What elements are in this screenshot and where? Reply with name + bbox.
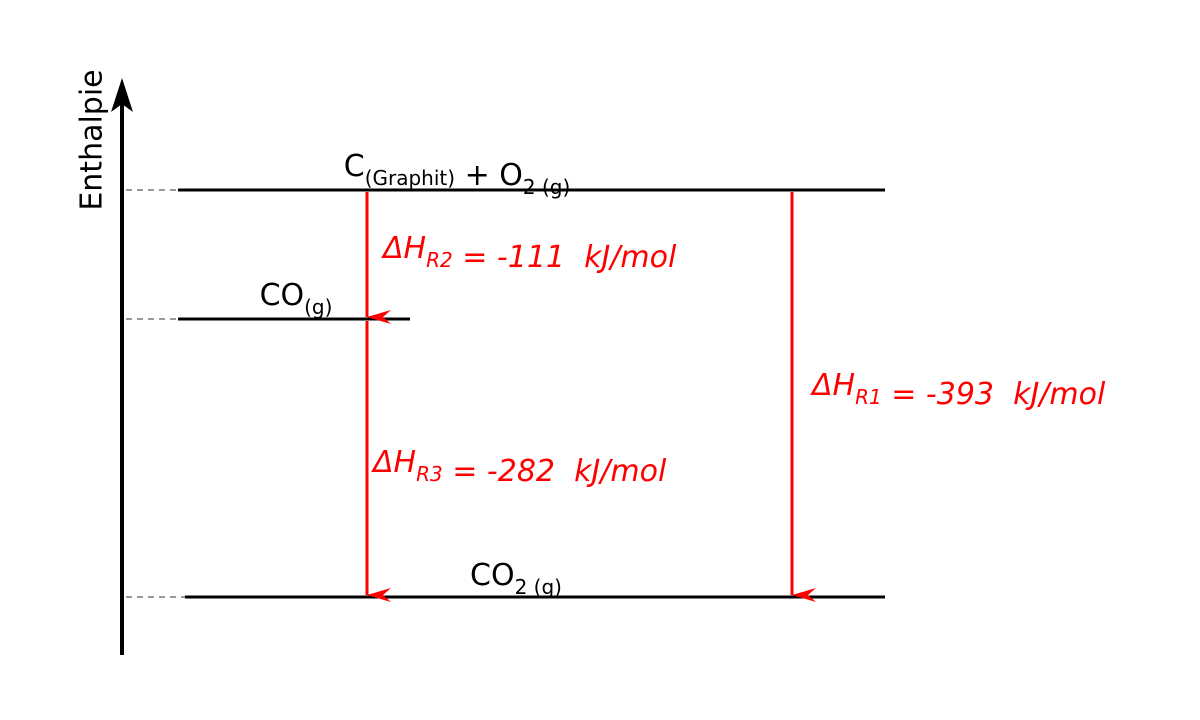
label: ΔHR2 = -111 kJ/mol [381, 231, 677, 275]
label-subscript: (g) [304, 295, 332, 319]
label-subscript: 2 (g) [515, 575, 562, 599]
label-text: + O [455, 158, 523, 193]
label-text: = -111 kJ/mol [453, 240, 677, 275]
label-text: ΔH [810, 368, 855, 403]
label: ΔHR3 = -282 kJ/mol [371, 445, 667, 489]
label-subscript: R1 [855, 385, 882, 409]
label: ΔHR1 = -393 kJ/mol [810, 368, 1106, 412]
label-subscript: R3 [416, 462, 443, 486]
axis-label: Enthalpie [75, 69, 110, 210]
label-text: ΔH [381, 231, 426, 266]
content: C(Graphit) + O2 (g)CO(g)CO2 (g)ΔHR2 = -1… [126, 149, 1106, 602]
label-text: CO [470, 558, 515, 593]
label-subscript: (Graphit) [365, 166, 455, 190]
y-axis-arrowhead [111, 78, 133, 112]
label-subscript: R2 [426, 248, 453, 272]
label-text: = -393 kJ/mol [882, 377, 1106, 412]
label-text: ΔH [371, 445, 416, 480]
label-text: CO [260, 278, 305, 313]
label-text: C [344, 149, 365, 184]
label: CO(g) [260, 278, 333, 319]
label-text: = -282 kJ/mol [443, 454, 667, 489]
label: C(Graphit) + O2 (g) [344, 149, 571, 199]
label: CO2 (g) [470, 558, 562, 599]
label-subscript: 2 (g) [523, 175, 570, 199]
